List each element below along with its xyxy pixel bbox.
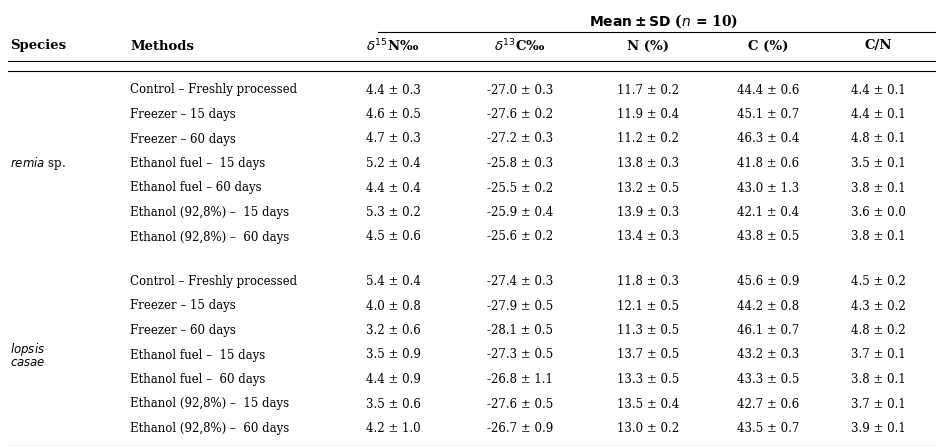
Text: 3.5 ± 0.1: 3.5 ± 0.1 [851,157,905,170]
Text: $\delta^{13}$C‰: $\delta^{13}$C‰ [495,38,546,54]
Text: 3.8 ± 0.1: 3.8 ± 0.1 [851,231,905,244]
Text: 4.0 ± 0.8: 4.0 ± 0.8 [365,300,420,313]
Text: Ethanol (92,8%) –  60 days: Ethanol (92,8%) – 60 days [130,231,289,244]
Text: 13.5 ± 0.4: 13.5 ± 0.4 [617,397,679,410]
Text: 3.5 ± 0.6: 3.5 ± 0.6 [365,397,420,410]
Text: 3.6 ± 0.0: 3.6 ± 0.0 [851,206,905,219]
Text: 3.7 ± 0.1: 3.7 ± 0.1 [851,348,905,362]
Text: 46.3 ± 0.4: 46.3 ± 0.4 [737,132,799,145]
Text: Methods: Methods [130,40,194,53]
Text: -27.9 ± 0.5: -27.9 ± 0.5 [487,300,553,313]
Text: $\it{remia}$ sp.: $\it{remia}$ sp. [10,155,66,172]
Text: Species: Species [10,40,66,53]
Text: Ethanol (92,8%) –  15 days: Ethanol (92,8%) – 15 days [130,206,289,219]
Text: 5.2 ± 0.4: 5.2 ± 0.4 [365,157,420,170]
Text: 41.8 ± 0.6: 41.8 ± 0.6 [737,157,799,170]
Text: Freezer – 15 days: Freezer – 15 days [130,108,236,121]
Text: 13.0 ± 0.2: 13.0 ± 0.2 [617,422,679,435]
Text: 4.4 ± 0.3: 4.4 ± 0.3 [365,83,420,96]
Text: 11.3 ± 0.5: 11.3 ± 0.5 [617,324,679,337]
Text: -25.6 ± 0.2: -25.6 ± 0.2 [487,231,553,244]
Text: 45.1 ± 0.7: 45.1 ± 0.7 [737,108,799,121]
Text: C (%): C (%) [748,40,788,53]
Text: 4.6 ± 0.5: 4.6 ± 0.5 [365,108,420,121]
Text: 11.2 ± 0.2: 11.2 ± 0.2 [617,132,679,145]
Text: 43.3 ± 0.5: 43.3 ± 0.5 [737,373,799,386]
Text: 4.8 ± 0.1: 4.8 ± 0.1 [851,132,905,145]
Text: 45.6 ± 0.9: 45.6 ± 0.9 [737,275,799,288]
Text: 4.8 ± 0.2: 4.8 ± 0.2 [851,324,905,337]
Text: $\it{lopsis}$: $\it{lopsis}$ [10,342,45,359]
Text: Ethanol (92,8%) –  60 days: Ethanol (92,8%) – 60 days [130,422,289,435]
Text: 43.8 ± 0.5: 43.8 ± 0.5 [737,231,799,244]
Text: C/N: C/N [864,40,892,53]
Text: 13.7 ± 0.5: 13.7 ± 0.5 [617,348,679,362]
Text: -27.4 ± 0.3: -27.4 ± 0.3 [487,275,553,288]
Text: 43.2 ± 0.3: 43.2 ± 0.3 [737,348,799,362]
Text: Control – Freshly processed: Control – Freshly processed [130,83,297,96]
Text: Freezer – 15 days: Freezer – 15 days [130,300,236,313]
Text: $\it{casae}$: $\it{casae}$ [10,356,45,369]
Text: 4.4 ± 0.1: 4.4 ± 0.1 [851,108,905,121]
Text: Ethanol fuel –  15 days: Ethanol fuel – 15 days [130,157,266,170]
Text: -27.3 ± 0.5: -27.3 ± 0.5 [487,348,553,362]
Text: 3.9 ± 0.1: 3.9 ± 0.1 [851,422,905,435]
Text: Freezer – 60 days: Freezer – 60 days [130,132,236,145]
Text: 3.5 ± 0.9: 3.5 ± 0.9 [365,348,420,362]
Text: 13.8 ± 0.3: 13.8 ± 0.3 [617,157,679,170]
Text: 3.2 ± 0.6: 3.2 ± 0.6 [365,324,420,337]
Text: 11.8 ± 0.3: 11.8 ± 0.3 [617,275,679,288]
Text: -26.7 ± 0.9: -26.7 ± 0.9 [487,422,553,435]
Text: 43.5 ± 0.7: 43.5 ± 0.7 [737,422,799,435]
Text: 11.9 ± 0.4: 11.9 ± 0.4 [617,108,679,121]
Text: 4.2 ± 1.0: 4.2 ± 1.0 [365,422,420,435]
Text: 3.7 ± 0.1: 3.7 ± 0.1 [851,397,905,410]
Text: 11.7 ± 0.2: 11.7 ± 0.2 [617,83,679,96]
Text: -25.8 ± 0.3: -25.8 ± 0.3 [487,157,553,170]
Text: 4.7 ± 0.3: 4.7 ± 0.3 [365,132,420,145]
Text: Ethanol fuel –  60 days: Ethanol fuel – 60 days [130,373,266,386]
Text: 4.5 ± 0.6: 4.5 ± 0.6 [365,231,420,244]
Text: 13.2 ± 0.5: 13.2 ± 0.5 [617,182,679,194]
Text: -25.5 ± 0.2: -25.5 ± 0.2 [487,182,553,194]
Text: 44.2 ± 0.8: 44.2 ± 0.8 [737,300,799,313]
Text: 5.3 ± 0.2: 5.3 ± 0.2 [365,206,420,219]
Text: Control – Freshly processed: Control – Freshly processed [130,275,297,288]
Text: -27.0 ± 0.3: -27.0 ± 0.3 [487,83,553,96]
Text: 42.7 ± 0.6: 42.7 ± 0.6 [737,397,799,410]
Text: 3.8 ± 0.1: 3.8 ± 0.1 [851,182,905,194]
Text: 13.9 ± 0.3: 13.9 ± 0.3 [617,206,679,219]
Text: -25.9 ± 0.4: -25.9 ± 0.4 [487,206,553,219]
Text: -27.6 ± 0.2: -27.6 ± 0.2 [487,108,553,121]
Text: 46.1 ± 0.7: 46.1 ± 0.7 [737,324,799,337]
Text: 43.0 ± 1.3: 43.0 ± 1.3 [737,182,799,194]
Text: 42.1 ± 0.4: 42.1 ± 0.4 [737,206,799,219]
Text: -27.6 ± 0.5: -27.6 ± 0.5 [487,397,553,410]
Text: 5.4 ± 0.4: 5.4 ± 0.4 [365,275,420,288]
Text: $\delta^{15}$N‰: $\delta^{15}$N‰ [366,38,420,54]
Text: $\mathbf{Mean \pm SD}$ ($\mathit{n}$ = 10): $\mathbf{Mean \pm SD}$ ($\mathit{n}$ = 1… [590,12,739,29]
Text: 3.8 ± 0.1: 3.8 ± 0.1 [851,373,905,386]
Text: Ethanol (92,8%) –  15 days: Ethanol (92,8%) – 15 days [130,397,289,410]
Text: -27.2 ± 0.3: -27.2 ± 0.3 [487,132,553,145]
Text: 4.4 ± 0.4: 4.4 ± 0.4 [365,182,420,194]
Text: 4.4 ± 0.1: 4.4 ± 0.1 [851,83,905,96]
Text: 13.3 ± 0.5: 13.3 ± 0.5 [617,373,679,386]
Text: Ethanol fuel – 60 days: Ethanol fuel – 60 days [130,182,262,194]
Text: 4.5 ± 0.2: 4.5 ± 0.2 [851,275,905,288]
Text: N (%): N (%) [627,40,669,53]
Text: 4.3 ± 0.2: 4.3 ± 0.2 [851,300,905,313]
Text: Freezer – 60 days: Freezer – 60 days [130,324,236,337]
Text: 13.4 ± 0.3: 13.4 ± 0.3 [617,231,679,244]
Text: -26.8 ± 1.1: -26.8 ± 1.1 [487,373,553,386]
Text: -28.1 ± 0.5: -28.1 ± 0.5 [487,324,553,337]
Text: 12.1 ± 0.5: 12.1 ± 0.5 [617,300,679,313]
Text: Ethanol fuel –  15 days: Ethanol fuel – 15 days [130,348,266,362]
Text: 44.4 ± 0.6: 44.4 ± 0.6 [737,83,799,96]
Text: 4.4 ± 0.9: 4.4 ± 0.9 [365,373,420,386]
